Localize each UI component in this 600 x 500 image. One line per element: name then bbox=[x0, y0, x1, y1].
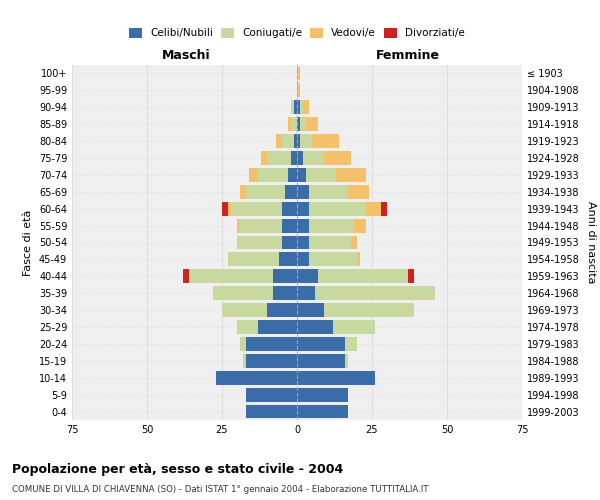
Bar bbox=[282, 202, 297, 215]
Bar bbox=[291, 100, 294, 114]
Bar bbox=[243, 354, 246, 368]
Bar bbox=[246, 337, 297, 351]
Bar bbox=[309, 236, 351, 250]
Bar bbox=[246, 354, 297, 368]
Bar bbox=[348, 185, 369, 198]
Bar bbox=[333, 320, 375, 334]
Bar bbox=[297, 236, 309, 250]
Bar bbox=[297, 303, 324, 317]
Bar bbox=[345, 354, 348, 368]
Text: Popolazione per età, sesso e stato civile - 2004: Popolazione per età, sesso e stato civil… bbox=[12, 462, 343, 475]
Bar bbox=[297, 168, 306, 182]
Bar bbox=[246, 185, 285, 198]
Bar bbox=[222, 202, 228, 215]
Bar bbox=[318, 270, 408, 283]
Bar bbox=[231, 202, 282, 215]
Bar bbox=[297, 337, 345, 351]
Bar bbox=[309, 185, 348, 198]
Bar bbox=[303, 100, 309, 114]
Bar bbox=[249, 168, 258, 182]
Bar bbox=[189, 270, 273, 283]
Bar bbox=[300, 134, 312, 148]
Bar bbox=[246, 388, 297, 402]
Bar bbox=[291, 117, 297, 131]
Bar bbox=[297, 100, 300, 114]
Bar bbox=[285, 185, 297, 198]
Bar bbox=[237, 236, 282, 250]
Bar bbox=[213, 286, 273, 300]
Text: COMUNE DI VILLA DI CHIAVENNA (SO) - Dati ISTAT 1° gennaio 2004 - Elaborazione TU: COMUNE DI VILLA DI CHIAVENNA (SO) - Dati… bbox=[12, 485, 428, 494]
Bar bbox=[240, 185, 246, 198]
Bar bbox=[297, 185, 309, 198]
Bar bbox=[297, 354, 345, 368]
Bar bbox=[297, 84, 300, 98]
Bar bbox=[297, 320, 333, 334]
Bar bbox=[273, 270, 297, 283]
Bar bbox=[183, 270, 189, 283]
Bar bbox=[312, 134, 339, 148]
Bar bbox=[228, 202, 231, 215]
Text: Femmine: Femmine bbox=[376, 48, 440, 62]
Legend: Celibi/Nubili, Coniugati/e, Vedovi/e, Divorziati/e: Celibi/Nubili, Coniugati/e, Vedovi/e, Di… bbox=[125, 24, 469, 42]
Bar bbox=[357, 252, 360, 266]
Bar bbox=[324, 303, 414, 317]
Bar bbox=[297, 134, 300, 148]
Bar bbox=[282, 236, 297, 250]
Bar bbox=[258, 168, 288, 182]
Bar bbox=[222, 303, 267, 317]
Bar bbox=[300, 100, 303, 114]
Text: Maschi: Maschi bbox=[161, 48, 211, 62]
Bar bbox=[288, 117, 291, 131]
Bar bbox=[306, 168, 336, 182]
Bar bbox=[240, 337, 246, 351]
Bar bbox=[240, 218, 282, 232]
Bar bbox=[309, 218, 354, 232]
Bar bbox=[297, 117, 300, 131]
Bar bbox=[279, 252, 297, 266]
Bar bbox=[354, 218, 366, 232]
Bar bbox=[297, 404, 348, 418]
Bar bbox=[297, 202, 309, 215]
Bar bbox=[303, 151, 324, 165]
Bar bbox=[273, 286, 297, 300]
Bar bbox=[297, 388, 348, 402]
Bar bbox=[345, 337, 357, 351]
Bar bbox=[276, 134, 282, 148]
Bar bbox=[294, 134, 297, 148]
Bar bbox=[324, 151, 351, 165]
Bar bbox=[261, 151, 267, 165]
Bar bbox=[309, 202, 366, 215]
Bar bbox=[315, 286, 435, 300]
Bar bbox=[237, 218, 240, 232]
Bar bbox=[366, 202, 381, 215]
Bar bbox=[297, 270, 318, 283]
Bar bbox=[288, 168, 297, 182]
Bar bbox=[228, 252, 279, 266]
Bar bbox=[282, 134, 294, 148]
Bar bbox=[306, 117, 318, 131]
Bar bbox=[297, 286, 315, 300]
Bar bbox=[294, 100, 297, 114]
Bar bbox=[246, 404, 297, 418]
Bar bbox=[297, 218, 309, 232]
Bar bbox=[297, 371, 375, 384]
Bar bbox=[297, 151, 303, 165]
Bar bbox=[300, 117, 306, 131]
Bar bbox=[408, 270, 414, 283]
Bar bbox=[309, 252, 357, 266]
Bar bbox=[267, 151, 291, 165]
Bar bbox=[258, 320, 297, 334]
Bar bbox=[282, 218, 297, 232]
Bar bbox=[237, 320, 258, 334]
Bar bbox=[267, 303, 297, 317]
Y-axis label: Anni di nascita: Anni di nascita bbox=[586, 201, 596, 284]
Bar bbox=[297, 66, 300, 80]
Bar bbox=[291, 151, 297, 165]
Bar bbox=[381, 202, 387, 215]
Bar bbox=[351, 236, 357, 250]
Bar bbox=[336, 168, 366, 182]
Bar bbox=[297, 252, 309, 266]
Y-axis label: Fasce di età: Fasce di età bbox=[23, 210, 33, 276]
Bar bbox=[216, 371, 297, 384]
